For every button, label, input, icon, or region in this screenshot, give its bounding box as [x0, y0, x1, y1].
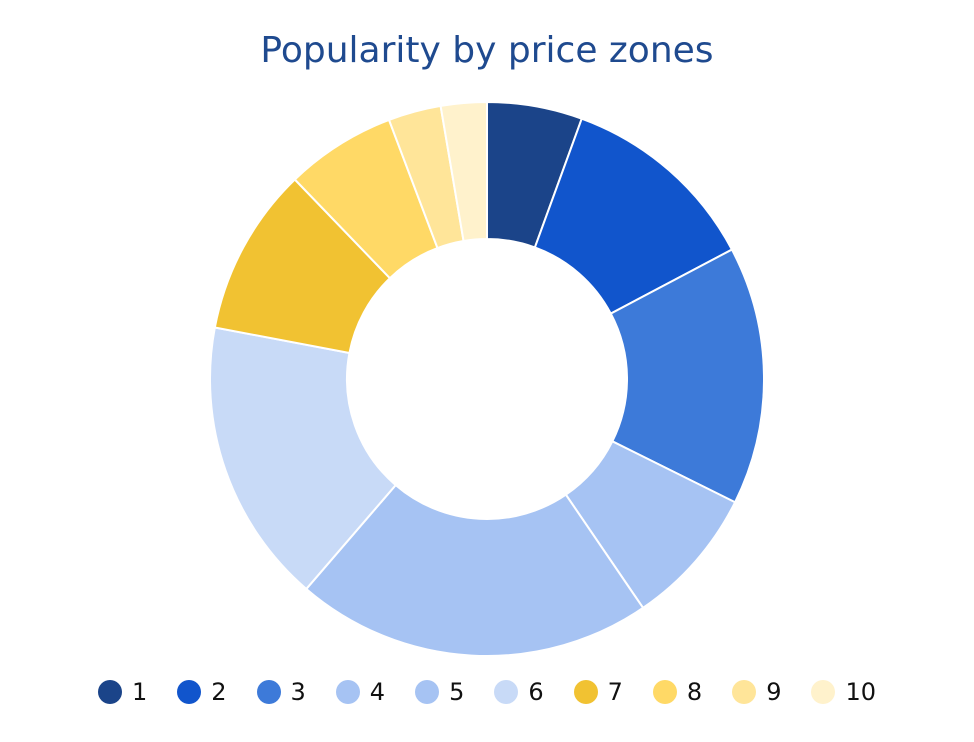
legend: 1 2 3 4 5 6 7 8 9 10: [0, 672, 974, 712]
legend-swatch-6: [494, 680, 519, 704]
legend-label-8: 8: [686, 678, 703, 706]
legend-swatch-9: [732, 680, 757, 704]
legend-label-6: 6: [528, 678, 544, 706]
legend-swatch-1: [97, 680, 122, 704]
legend-label-9: 9: [766, 678, 782, 706]
legend-label-10: 10: [845, 678, 877, 706]
legend-item-1[interactable]: 1: [97, 678, 148, 706]
legend-label-1: 1: [131, 678, 148, 706]
legend-item-9[interactable]: 9: [732, 678, 781, 706]
legend-swatch-5: [415, 680, 440, 704]
legend-label-4: 4: [369, 678, 386, 706]
legend-item-3[interactable]: 3: [256, 678, 306, 706]
legend-label-7: 7: [607, 678, 623, 706]
legend-swatch-2: [177, 680, 202, 704]
donut-slice-3[interactable]: [609, 248, 765, 504]
legend-swatch-10: [811, 680, 836, 704]
legend-swatch-4: [335, 680, 360, 704]
legend-item-7[interactable]: 7: [573, 678, 623, 706]
legend-item-2[interactable]: 2: [177, 678, 227, 706]
donut-slices: [209, 100, 765, 657]
legend-label-5: 5: [449, 678, 465, 706]
donut-slice-5[interactable]: [304, 483, 645, 657]
legend-item-5[interactable]: 5: [415, 678, 464, 706]
legend-label-3: 3: [290, 678, 306, 706]
legend-swatch-7: [573, 680, 598, 704]
legend-swatch-8: [652, 680, 677, 704]
donut-slice-10[interactable]: [439, 100, 488, 243]
donut-slice-6[interactable]: [209, 326, 398, 591]
legend-item-8[interactable]: 8: [652, 678, 703, 706]
legend-label-2: 2: [211, 678, 227, 706]
chart-title: Popularity by price zones: [260, 30, 714, 71]
legend-swatch-3: [256, 680, 281, 704]
legend-item-10[interactable]: 10: [811, 678, 876, 706]
legend-item-4[interactable]: 4: [335, 678, 386, 706]
legend-item-6[interactable]: 6: [494, 678, 544, 706]
